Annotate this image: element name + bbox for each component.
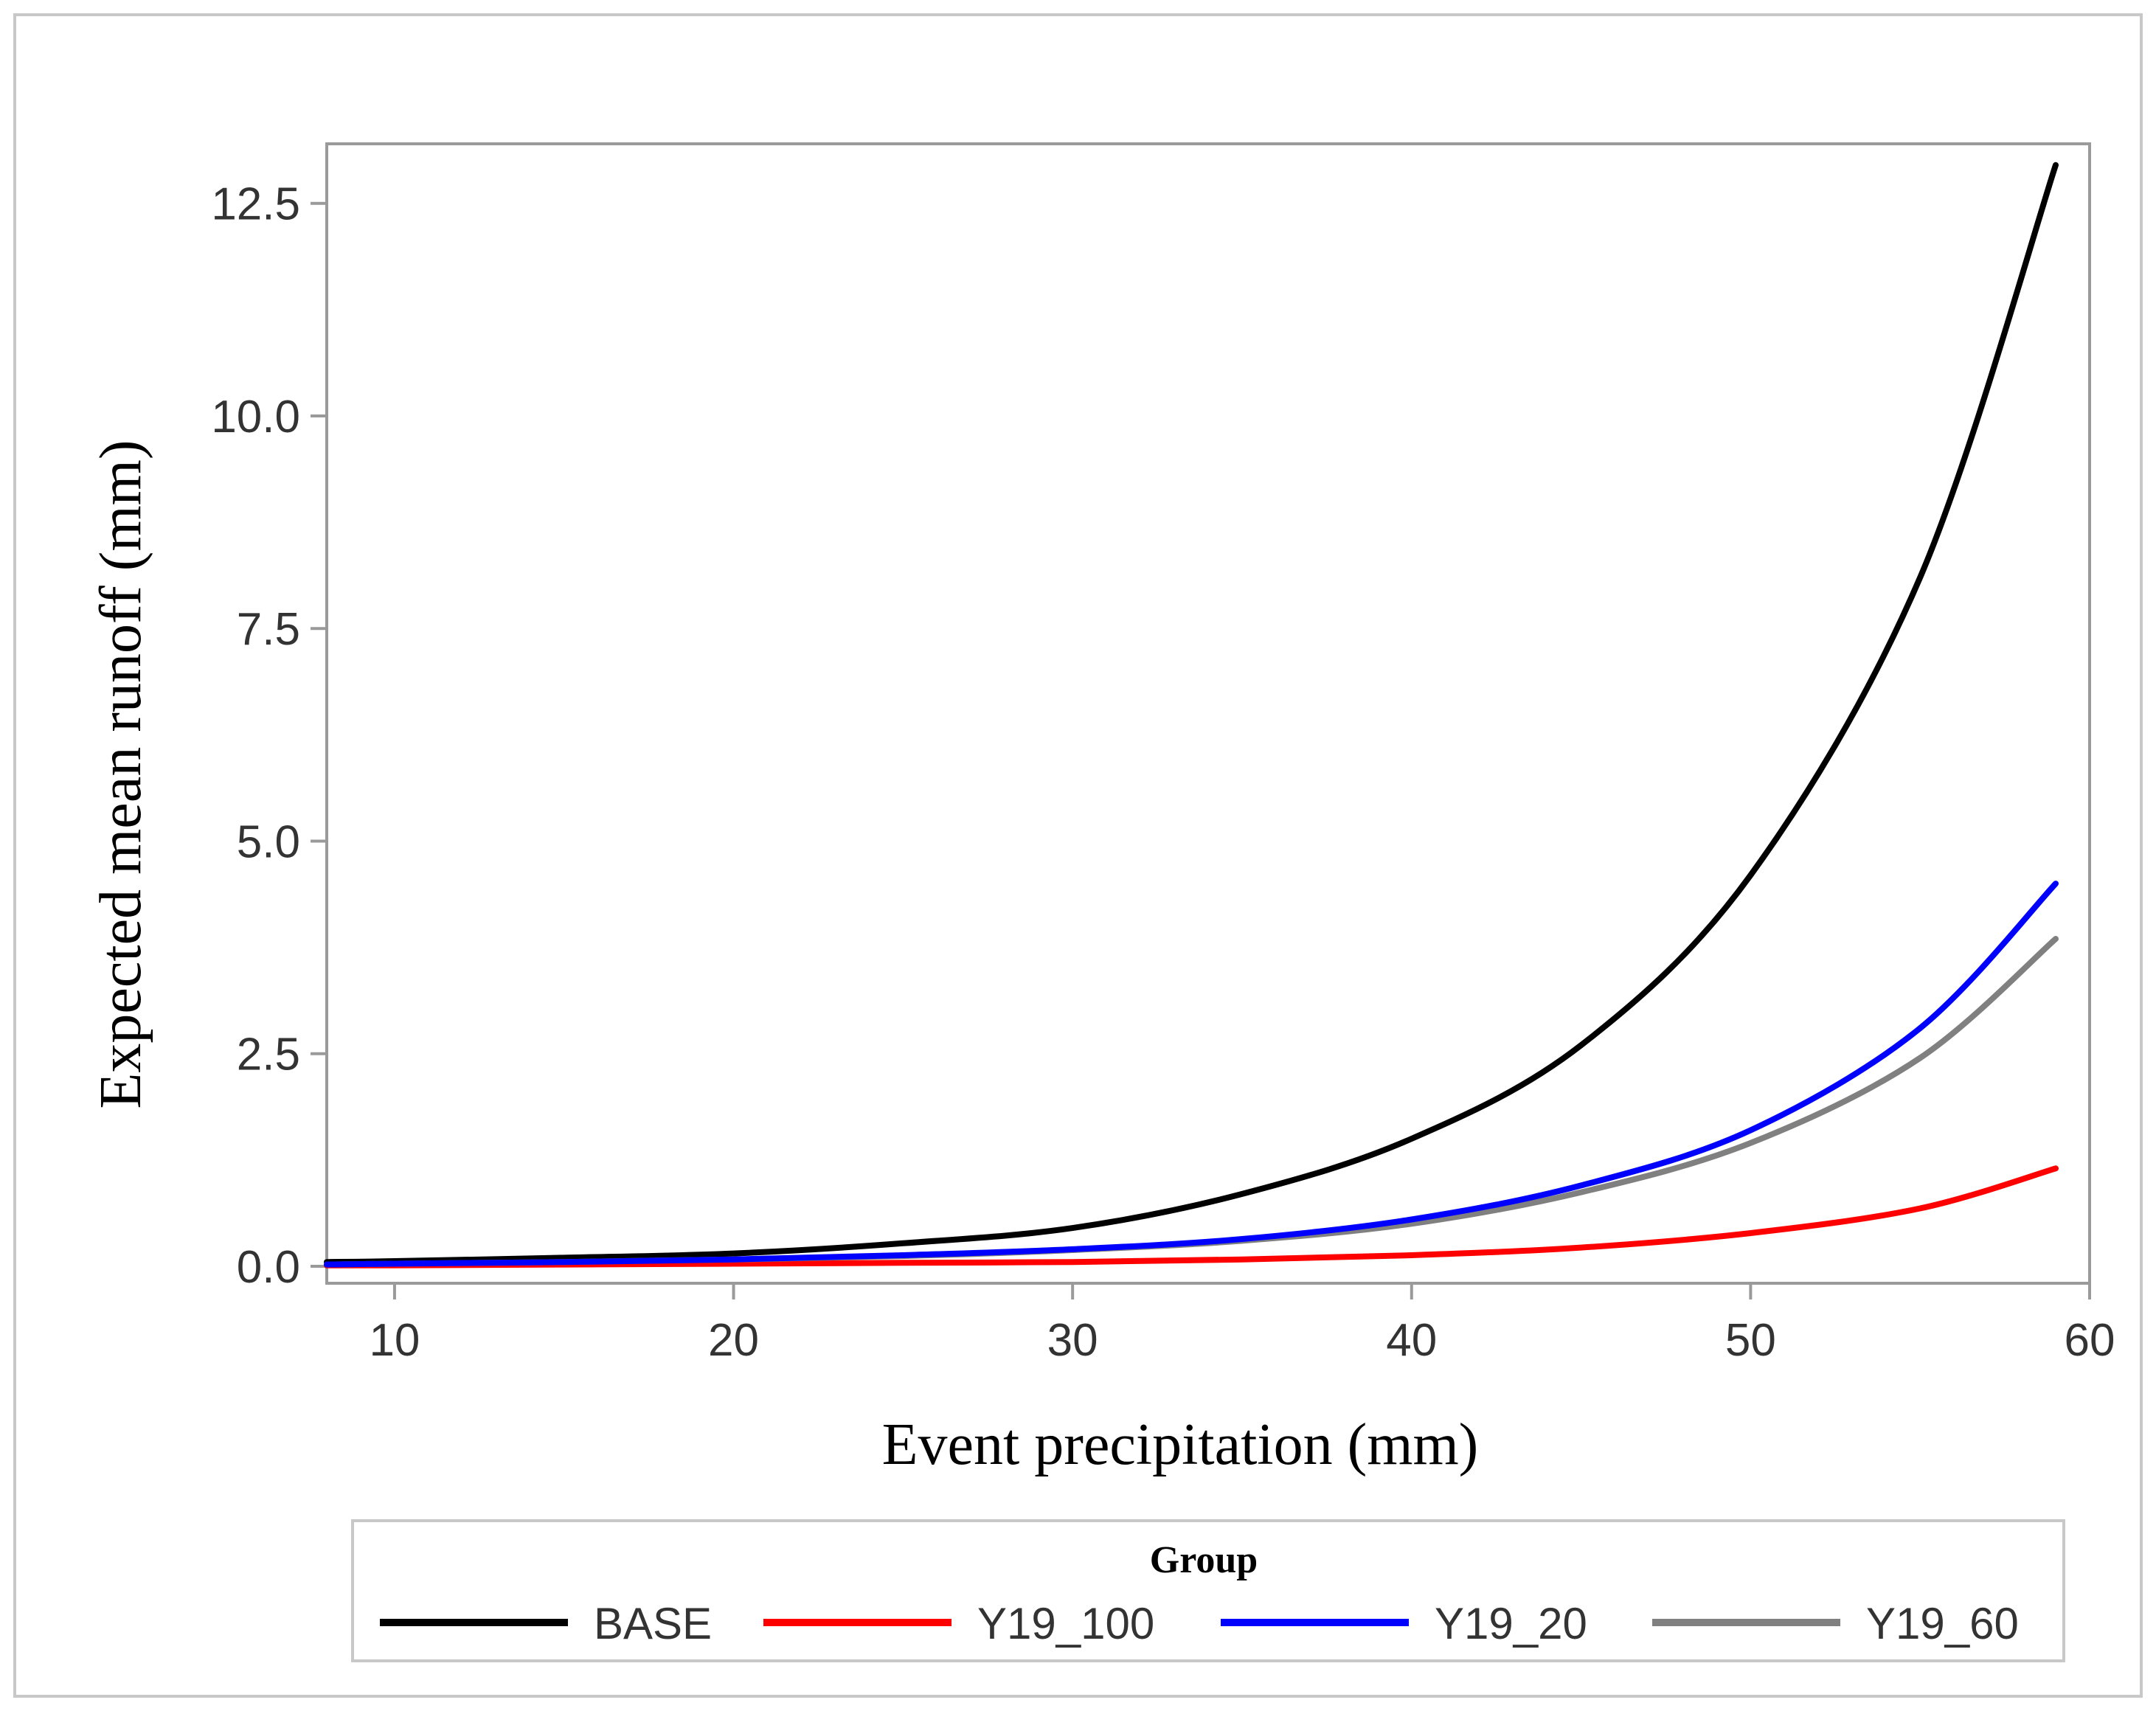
y-tick-label: 2.5 — [237, 1030, 300, 1080]
x-tick-label: 20 — [708, 1315, 759, 1366]
legend-label-y19-20: Y19_20 — [1435, 1599, 1587, 1648]
legend-label-base: BASE — [594, 1599, 712, 1648]
x-tick-label: 50 — [1725, 1315, 1776, 1366]
series-line-y19-20 — [324, 881, 2059, 1268]
plot-area — [325, 142, 2091, 1285]
x-tick-label: 10 — [369, 1315, 420, 1366]
x-axis-title: Event precipitation (mm) — [882, 1412, 1479, 1477]
series-lines — [324, 162, 2059, 1268]
legend: Group BASE Y19_100 Y19_20 Y19_60 — [351, 1519, 2065, 1662]
legend-label-y19-100: Y19_100 — [977, 1599, 1154, 1648]
legend-title: Group — [1150, 1539, 1258, 1581]
legend-items: BASE Y19_100 Y19_20 Y19_60 — [380, 1599, 2019, 1648]
series-line-base — [324, 162, 2059, 1266]
x-axis: 10 20 30 40 50 60 — [369, 1283, 2115, 1366]
x-tick-label: 30 — [1047, 1315, 1098, 1366]
y-tick-label: 10.0 — [211, 392, 300, 442]
y-axis: 0.0 2.5 5.0 7.5 10.0 12.5 — [211, 179, 327, 1293]
legend-frame — [351, 1519, 2065, 1662]
y-tick-label: 7.5 — [237, 604, 300, 655]
y-tick-label: 5.0 — [237, 816, 300, 867]
y-tick-label: 12.5 — [211, 179, 300, 230]
y-axis-title: Expected mean runoff (mm) — [89, 440, 153, 1108]
y-tick-label: 0.0 — [237, 1242, 300, 1293]
legend-label-y19-60: Y19_60 — [1866, 1599, 2019, 1648]
x-tick-label: 40 — [1386, 1315, 1437, 1366]
x-tick-label: 60 — [2065, 1315, 2115, 1366]
